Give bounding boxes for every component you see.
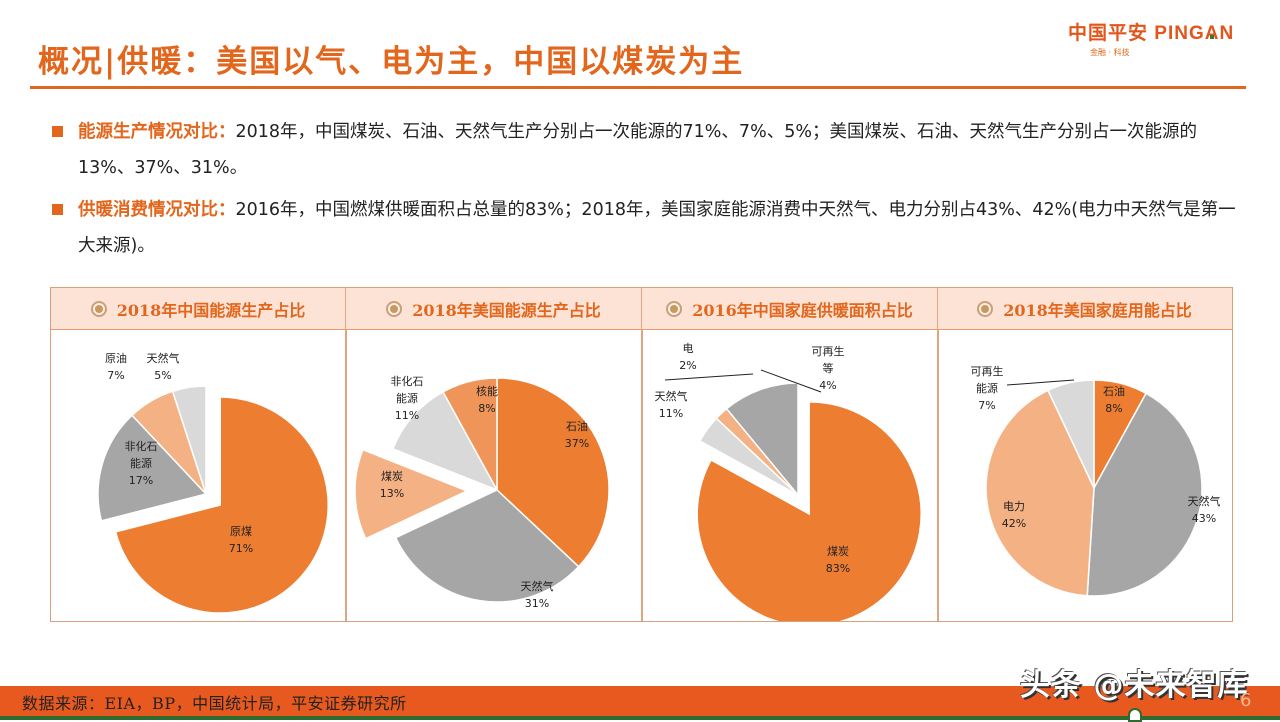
footer-bar: 数据来源：EIA，BP，中国统计局，平安证券研究所 (0, 686, 1280, 716)
pie-svg: 石油 8% 天然气 43% 电力 42% 可再生能源 7% (971, 364, 1221, 597)
radio-dot-icon (94, 304, 103, 313)
chart-header-china-production: 2018年中国能源生产占比 (51, 288, 346, 329)
logo-text: 中国平安 PING (1068, 23, 1205, 44)
radio-circle-icon (386, 300, 403, 317)
chart-title: 2016年中国家庭供暖面积占比 (692, 300, 913, 320)
pie-label: 可再生能源 7% (971, 364, 1004, 412)
leader-line (1006, 379, 1075, 386)
pie-label: 非化石能源 11% (391, 374, 424, 422)
radio-circle-icon (977, 300, 994, 317)
pie-slice (391, 390, 499, 492)
pie-label: 天然气 31% (521, 579, 554, 610)
bullet-key: 能源生产情况对比： (78, 122, 236, 142)
pie-chart-china-production: 原煤 71% 非化石能源 17% 原油 7% 天然气 5% (51, 330, 345, 621)
radio-circle-icon (666, 300, 683, 317)
pie-label: 原油 7% (105, 351, 127, 382)
column-divider (937, 329, 939, 621)
pie-slice (171, 385, 207, 495)
column-divider (345, 329, 347, 621)
data-source: 数据来源：EIA，BP，中国统计局，平安证券研究所 (22, 694, 407, 713)
pie-slice (114, 396, 329, 614)
pie-label: 天然气 11% (655, 389, 688, 420)
bullet-energy-production: 能源生产情况对比：2018年，中国煤炭、石油、天然气生产分别占一次能源的71%、… (52, 114, 1252, 186)
chart-panel: 2018年中国能源生产占比 2018年美国能源生产占比 2016年中国家庭供暖面… (50, 287, 1233, 622)
leader-line (664, 373, 754, 381)
pie-label: 非化石能源 17% (125, 439, 158, 487)
pie-slice (97, 414, 208, 522)
pie-label: 核能 8% (476, 384, 498, 415)
bullet-text: 2018年，中国煤炭、石油、天然气生产分别占一次能源的71%、7%、5%；美国煤… (78, 122, 1197, 178)
chart-header-us-household: 2018年美国家庭用能占比 (938, 288, 1231, 329)
pie-slice (442, 377, 498, 491)
page-title: 概况|供暖：美国以气、电为主，中国以煤炭为主 (38, 44, 745, 80)
pie-chart-china-heating: 煤炭 83% 天然气 11% 电 2% 可再生等 4% (643, 330, 937, 621)
logo-an: AN (1205, 23, 1234, 44)
pie-svg: 煤炭 83% 天然气 11% 电 2% 可再生等 4% (655, 342, 922, 621)
pie-chart-us-household: 石油 8% 天然气 43% 电力 42% 可再生能源 7% (939, 330, 1231, 621)
pie-slice (354, 448, 469, 540)
pie-label: 电 2% (679, 342, 696, 372)
pie-chart-us-production: 石油 37% 天然气 31% 煤炭 13% 非化石能源 11% 核能 8% (347, 330, 641, 621)
pie-label: 电力 42% (1002, 500, 1026, 530)
radio-circle-icon (90, 300, 107, 317)
watermark: 头条 @未来智库 (1020, 668, 1249, 703)
footer-green-line (0, 716, 1280, 720)
pie-svg: 原煤 71% 非化石能源 17% 原油 7% 天然气 5% (97, 351, 329, 614)
chart-title: 2018年美国能源生产占比 (412, 300, 601, 320)
pie-label: 天然气 43% (1188, 494, 1221, 525)
logo-dot-icon (1209, 35, 1214, 39)
pie-slice (394, 489, 580, 603)
pie-label: 天然气 5% (147, 351, 180, 382)
chart-panel-header: 2018年中国能源生产占比 2018年美国能源生产占比 2016年中国家庭供暖面… (51, 288, 1232, 330)
logo-wordmark: 中国平安 PINGAN (1068, 18, 1248, 45)
chart-title: 2018年中国能源生产占比 (116, 300, 306, 320)
bullet-key: 供暖消费情况对比： (78, 200, 236, 220)
chart-header-us-production: 2018年美国能源生产占比 (346, 288, 642, 329)
pie-slice (696, 401, 922, 621)
ping-an-logo: 中国平安 PINGAN 金融 · 科技 (1068, 18, 1248, 58)
leader-line (760, 369, 822, 393)
chart-header-china-heating: 2016年中国家庭供暖面积占比 (642, 288, 938, 329)
pie-label: 煤炭 83% (826, 545, 850, 575)
pie-label: 可再生等 4% (812, 344, 845, 392)
chart-title: 2018年美国家庭用能占比 (1003, 300, 1192, 320)
logo-tagline: 金融 · 科技 (1090, 48, 1130, 57)
pie-label: 原煤 71% (229, 525, 253, 555)
pie-slice (1086, 392, 1203, 597)
bullet-square-icon (52, 126, 63, 137)
pie-slice (985, 389, 1095, 597)
bullet-text: 2016年，中国燃煤供暖面积占总量的83%；2018年，美国家庭能源消费中天然气… (78, 200, 1236, 256)
column-divider (641, 329, 643, 621)
pie-slice (496, 377, 610, 568)
radio-dot-icon (981, 304, 990, 313)
pie-svg: 石油 37% 天然气 31% 煤炭 13% 非化石能源 11% 核能 8% (354, 374, 610, 610)
title-underline (30, 86, 1246, 89)
radio-dot-icon (390, 304, 399, 313)
pie-slice (1047, 379, 1095, 489)
bullet-heating-consumption: 供暖消费情况对比：2016年，中国燃煤供暖面积占总量的83%；2018年，美国家… (52, 192, 1252, 264)
bullet-square-icon (52, 204, 63, 215)
bullet-list: 能源生产情况对比：2018年，中国煤炭、石油、天然气生产分别占一次能源的71%、… (52, 114, 1252, 270)
pie-label: 石油 8% (1103, 384, 1125, 415)
pie-label: 煤炭 13% (380, 470, 404, 500)
pie-label: 石油 37% (565, 419, 589, 450)
logo-an-text: AN (1204, 23, 1235, 44)
radio-dot-icon (670, 304, 679, 313)
page-number: 6 (1240, 690, 1252, 711)
